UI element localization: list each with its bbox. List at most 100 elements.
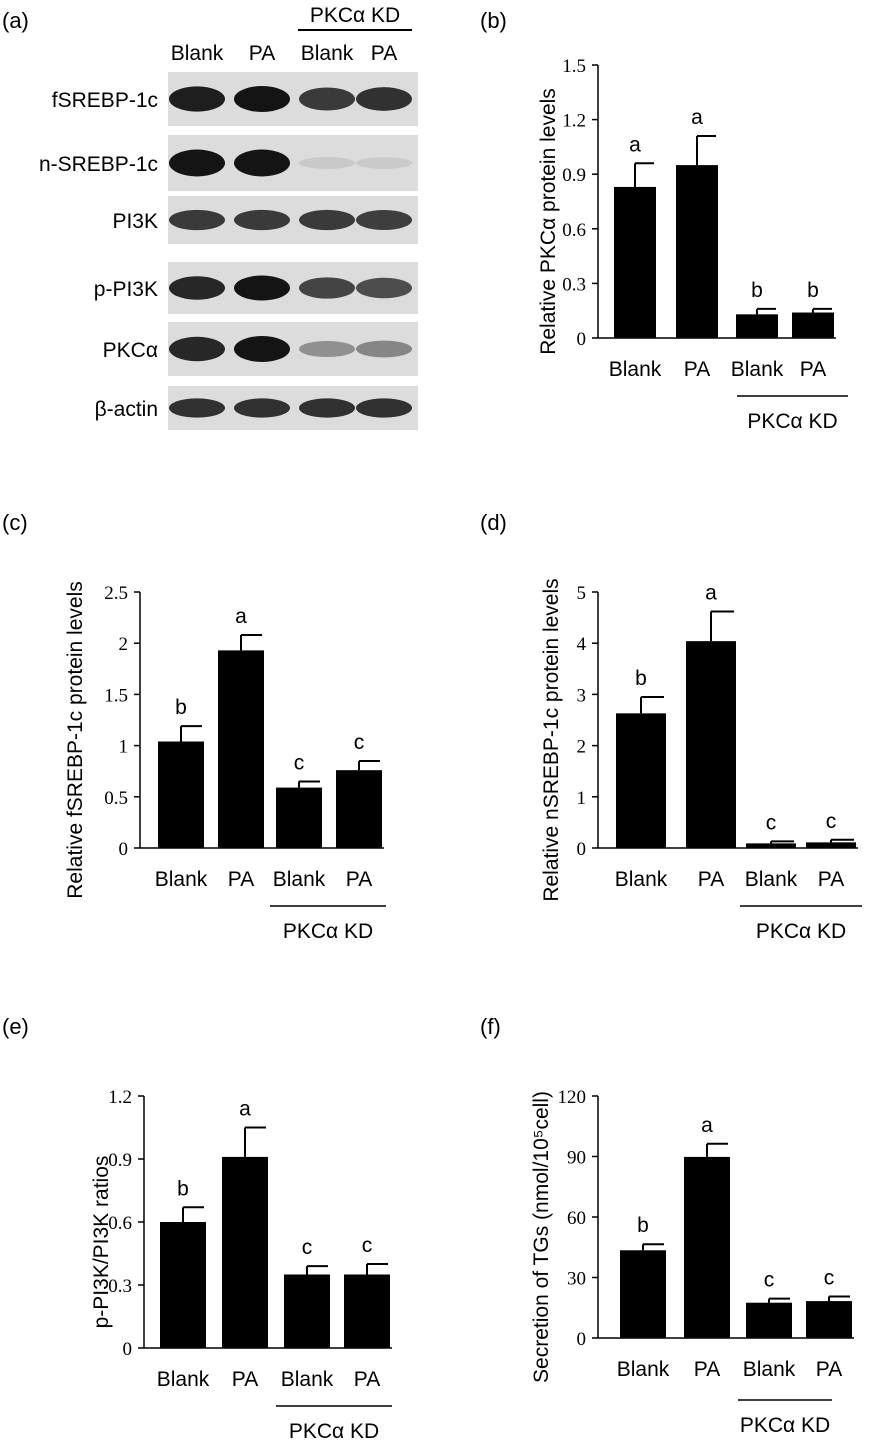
bar [284,1274,330,1348]
category-label: PA [684,358,710,381]
blot-band [299,87,355,111]
category-label: PA [694,1358,720,1381]
category-label: PA [354,1368,380,1391]
western-blot-panel: (a) Blank PA Blank PA PKCα KD fSREBP-1c n… [2,4,418,430]
category-label: PA [698,868,724,891]
panel-label: (f) [480,1014,501,1039]
y-tick-label: 30 [567,1269,586,1290]
blot-band [234,336,290,362]
group-label: PKCα KD [747,410,837,433]
significance-label: a [691,106,703,129]
y-axis-title: Relative nSREBP-1c protein levels [540,578,563,901]
blot-band [169,209,225,231]
bar [746,843,796,848]
y-axis-title: Relative PKCα protein levels [537,88,560,355]
y-tick-label: 0.6 [108,1213,132,1234]
bar [806,842,856,848]
significance-label: b [807,279,819,302]
bar [620,1250,666,1338]
y-tick-label: 0.6 [562,220,586,241]
blot-band [299,277,355,299]
significance-label: c [766,811,777,834]
panel-label: (e) [2,1014,29,1039]
y-tick-label: 0 [119,839,129,860]
y-tick-label: 0.9 [562,165,586,186]
bar-chart-c: (c) 0 0.5 1 1.5 2 2.5 Relative fSREBP-1c protei… [2,510,386,943]
blot-row-label: PI3K [112,210,158,233]
bar-chart-d: (d) 0 1 2 3 4 5 Relative nSREBP-1c protein leve… [480,510,862,943]
blot-row-label: fSREBP-1c [52,89,158,112]
significance-label: c [826,810,837,833]
significance-label: c [354,731,365,754]
blot-band [299,398,355,418]
significance-label: a [235,605,247,628]
significance-label: b [637,1214,649,1237]
bar [276,787,322,848]
category-label: Blank [745,868,798,891]
blot-band [169,398,225,418]
significance-label: b [751,279,763,302]
bar [222,1156,268,1348]
y-tick-label: 0 [577,1329,587,1350]
y-tick-label: 0.5 [104,788,128,809]
category-label: Blank [273,868,326,891]
bar [614,186,656,338]
y-tick-label: 0 [577,329,587,350]
category-label: Blank [731,358,784,381]
bar-chart-e: (e) 0 0.3 0.6 0.9 1.2 p-PI3K/PI3K ratios b Blank… [2,1014,392,1442]
blot-band [234,149,290,177]
y-tick-label: 4 [577,634,587,655]
category-label: Blank [609,358,662,381]
y-tick-label: 1 [119,737,129,758]
panel-label: (c) [2,510,28,535]
category-label: PA [228,868,254,891]
category-label: Blank [743,1358,796,1381]
significance-label: c [294,751,305,774]
y-tick-label: 3 [577,685,587,706]
blot-band [234,398,290,418]
blot-band [356,340,412,358]
bar [218,650,264,848]
panel-label-a: (a) [2,8,29,33]
blot-column-label: Blank [301,42,354,65]
blot-group-label: PKCα KD [310,4,400,27]
blot-band [299,157,355,169]
blot-band [234,275,290,301]
bar [344,1274,390,1348]
blot-band [169,276,225,300]
bar [736,314,778,338]
y-axis-title: p-PI3K/PI3K ratios [90,1156,113,1329]
y-tick-label: 120 [558,1087,587,1108]
bar [158,741,204,848]
blot-band [356,157,412,169]
blot-band [356,398,412,418]
category-label: PA [232,1368,258,1391]
significance-label: b [635,667,647,690]
bar [336,770,382,848]
blot-band [356,209,412,231]
blot-row-label: p-PI3K [94,278,158,301]
category-label: PA [346,868,372,891]
y-axis-title: Relative fSREBP-1c protein levels [64,581,87,898]
blot-column-label: PA [371,42,397,65]
bar [686,641,736,848]
y-tick-label: 1.5 [562,56,586,77]
blot-column-label: Blank [171,42,224,65]
y-tick-label: 0 [123,1339,133,1360]
blot-band [356,87,412,111]
y-tick-label: 1.2 [562,111,586,132]
y-tick-label: 90 [567,1148,586,1169]
significance-label: c [824,1266,835,1289]
category-label: Blank [281,1368,334,1391]
blot-band [356,277,412,299]
blot-row-label: β-actin [95,398,158,421]
blot-row-label: PKCα [103,339,158,362]
y-tick-label: 60 [567,1208,586,1229]
blot-band [169,336,225,362]
blot-band [169,149,225,177]
bar [746,1302,792,1338]
y-tick-label: 0.3 [562,274,586,295]
y-tick-label: 1.5 [104,685,128,706]
category-label: Blank [155,868,208,891]
